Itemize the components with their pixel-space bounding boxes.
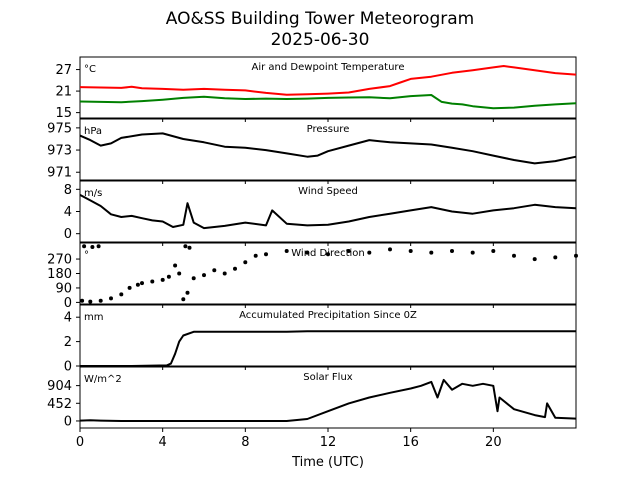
panel-3-series-0-point-41 [183,244,188,249]
panel-3-series-0-point-9 [160,277,165,282]
panel-0-ytick-label-2: 27 [55,63,72,78]
x-tick-label-4: 16 [402,435,419,450]
panel-3-series-0-point-6 [135,282,140,287]
panel-3-series-0-point-30 [429,250,434,255]
panel-3-series-0-point-14 [185,290,190,295]
panel-4-unit: mm [84,312,103,323]
x-tick-label-5: 20 [485,435,502,450]
panel-3-series-0-point-42 [187,245,192,250]
panel-3-series-0-point-19 [233,266,237,271]
panel-3-series-0-point-24 [305,250,310,255]
x-axis-label: Time (UTC) [291,455,364,470]
panel-3-series-0-point-38 [82,244,87,249]
panel-4-ytick-label-1: 2 [64,335,72,350]
panel-3-series-0-point-31 [450,249,454,253]
panel-3-ytick-label-1: 90 [55,281,72,296]
panel-3-series-0-point-3 [109,296,113,301]
panel-4-series-0-line [80,330,576,367]
panel-1-title: Pressure [307,124,350,135]
panel-3-series-0-point-35 [532,257,537,262]
panel-1-ytick-label-0: 971 [47,166,72,181]
panel-3-series-0-point-11 [173,263,178,268]
x-tick-label-3: 12 [320,435,337,450]
panel-3-series-0-point-2 [98,298,103,303]
panel-5-series-0-line [79,378,577,422]
panel-3-series-0-point-16 [202,273,206,278]
panel-3-series-0-point-5 [127,285,132,290]
panel-3-series-0-point-20 [243,260,248,265]
panel-2-ytick-label-0: 0 [64,227,72,242]
panel-3-series-0-point-33 [491,249,496,253]
panel-3-series-0-point-36 [553,255,558,260]
panel-0-series-1-line [79,94,577,110]
panel-3-series-0-point-17 [212,268,217,273]
panel-1-ytick-label-1: 973 [47,144,72,159]
panel-1-series-0-line [79,132,577,165]
panel-3-series-0-point-28 [388,247,392,252]
panel-4-title: Accumulated Precipitation Since 0Z [239,310,417,321]
panel-3-series-0-point-8 [150,279,155,284]
panel-5-ytick-label-1: 452 [47,397,72,412]
panel-0-title: Air and Dewpoint Temperature [252,62,405,73]
panel-3-ytick-label-3: 270 [47,253,72,268]
panel-3-series-0-point-12 [177,271,182,276]
panel-3-series-0-point-18 [222,271,227,276]
panel-1-unit: hPa [84,126,102,137]
panel-3-series-0-point-10 [166,274,171,279]
panel-3-series-0-point-25 [326,252,330,257]
panel-3-ytick-label-0: 0 [64,296,72,311]
panel-3-series-0-point-23 [284,249,289,253]
panel-2-ytick-label-1: 4 [64,205,72,220]
panel-3-series-0-point-0 [80,298,85,303]
panel-2-unit: m/s [84,188,102,199]
panel-5-unit: W/m^2 [84,374,122,385]
panel-3-series-0-point-21 [253,253,258,258]
panel-3-series-0-point-7 [140,281,144,286]
panel-3-series-0-point-27 [367,250,372,255]
panel-3-title: Wind Direction [291,248,365,259]
panel-3-series-0-point-26 [346,249,351,253]
panel-3-ytick-label-2: 180 [47,267,72,282]
panel-1-ytick-label-2: 975 [47,121,72,136]
x-tick-label-2: 8 [241,435,249,450]
panel-3-series-0-point-1 [88,299,93,304]
panel-3-series-0-point-37 [574,253,578,258]
panel-3-series-0-point-22 [264,252,268,257]
panel-3-series-0-point-39 [90,245,95,249]
x-tick-label-1: 4 [159,435,167,450]
panels-group: 15 21 27 Air and Dewpoint Temperature °C 971 9… [47,56,578,450]
panel-3-series-0-point-29 [408,249,413,253]
panel-3-series-0-point-40 [96,244,101,249]
panel-3-series-0-point-34 [512,253,516,258]
panel-2-title: Wind Speed [298,186,358,197]
panel-3-series-0-point-13 [181,297,186,302]
chart-title-line1: AO&SS Building Tower Meteorogram [166,9,474,29]
panel-0-ytick-label-0: 15 [55,106,72,121]
panel-5-title: Solar Flux [303,372,353,383]
panel-2-series-0-line [79,194,577,230]
panel-4-ytick-label-0: 0 [64,360,72,375]
panel-3-unit: ° [84,250,89,261]
panel-2-ytick-label-2: 8 [64,183,72,198]
chart-title-line2: 2025-06-30 [271,30,370,50]
panel-5-ytick-label-0: 0 [64,414,72,429]
panel-3-series-0-point-32 [470,250,475,255]
panel-3-series-0-point-4 [119,292,124,297]
panel-3-series-0-point-15 [191,276,196,281]
x-tick-label-0: 0 [76,435,84,450]
panel-5-ytick-label-2: 904 [47,379,72,394]
panel-4-ytick-label-2: 4 [64,311,72,326]
panel-0-unit: °C [84,64,96,75]
panel-0-series-0-line [79,65,577,96]
panel-0-ytick-label-1: 21 [55,85,72,100]
